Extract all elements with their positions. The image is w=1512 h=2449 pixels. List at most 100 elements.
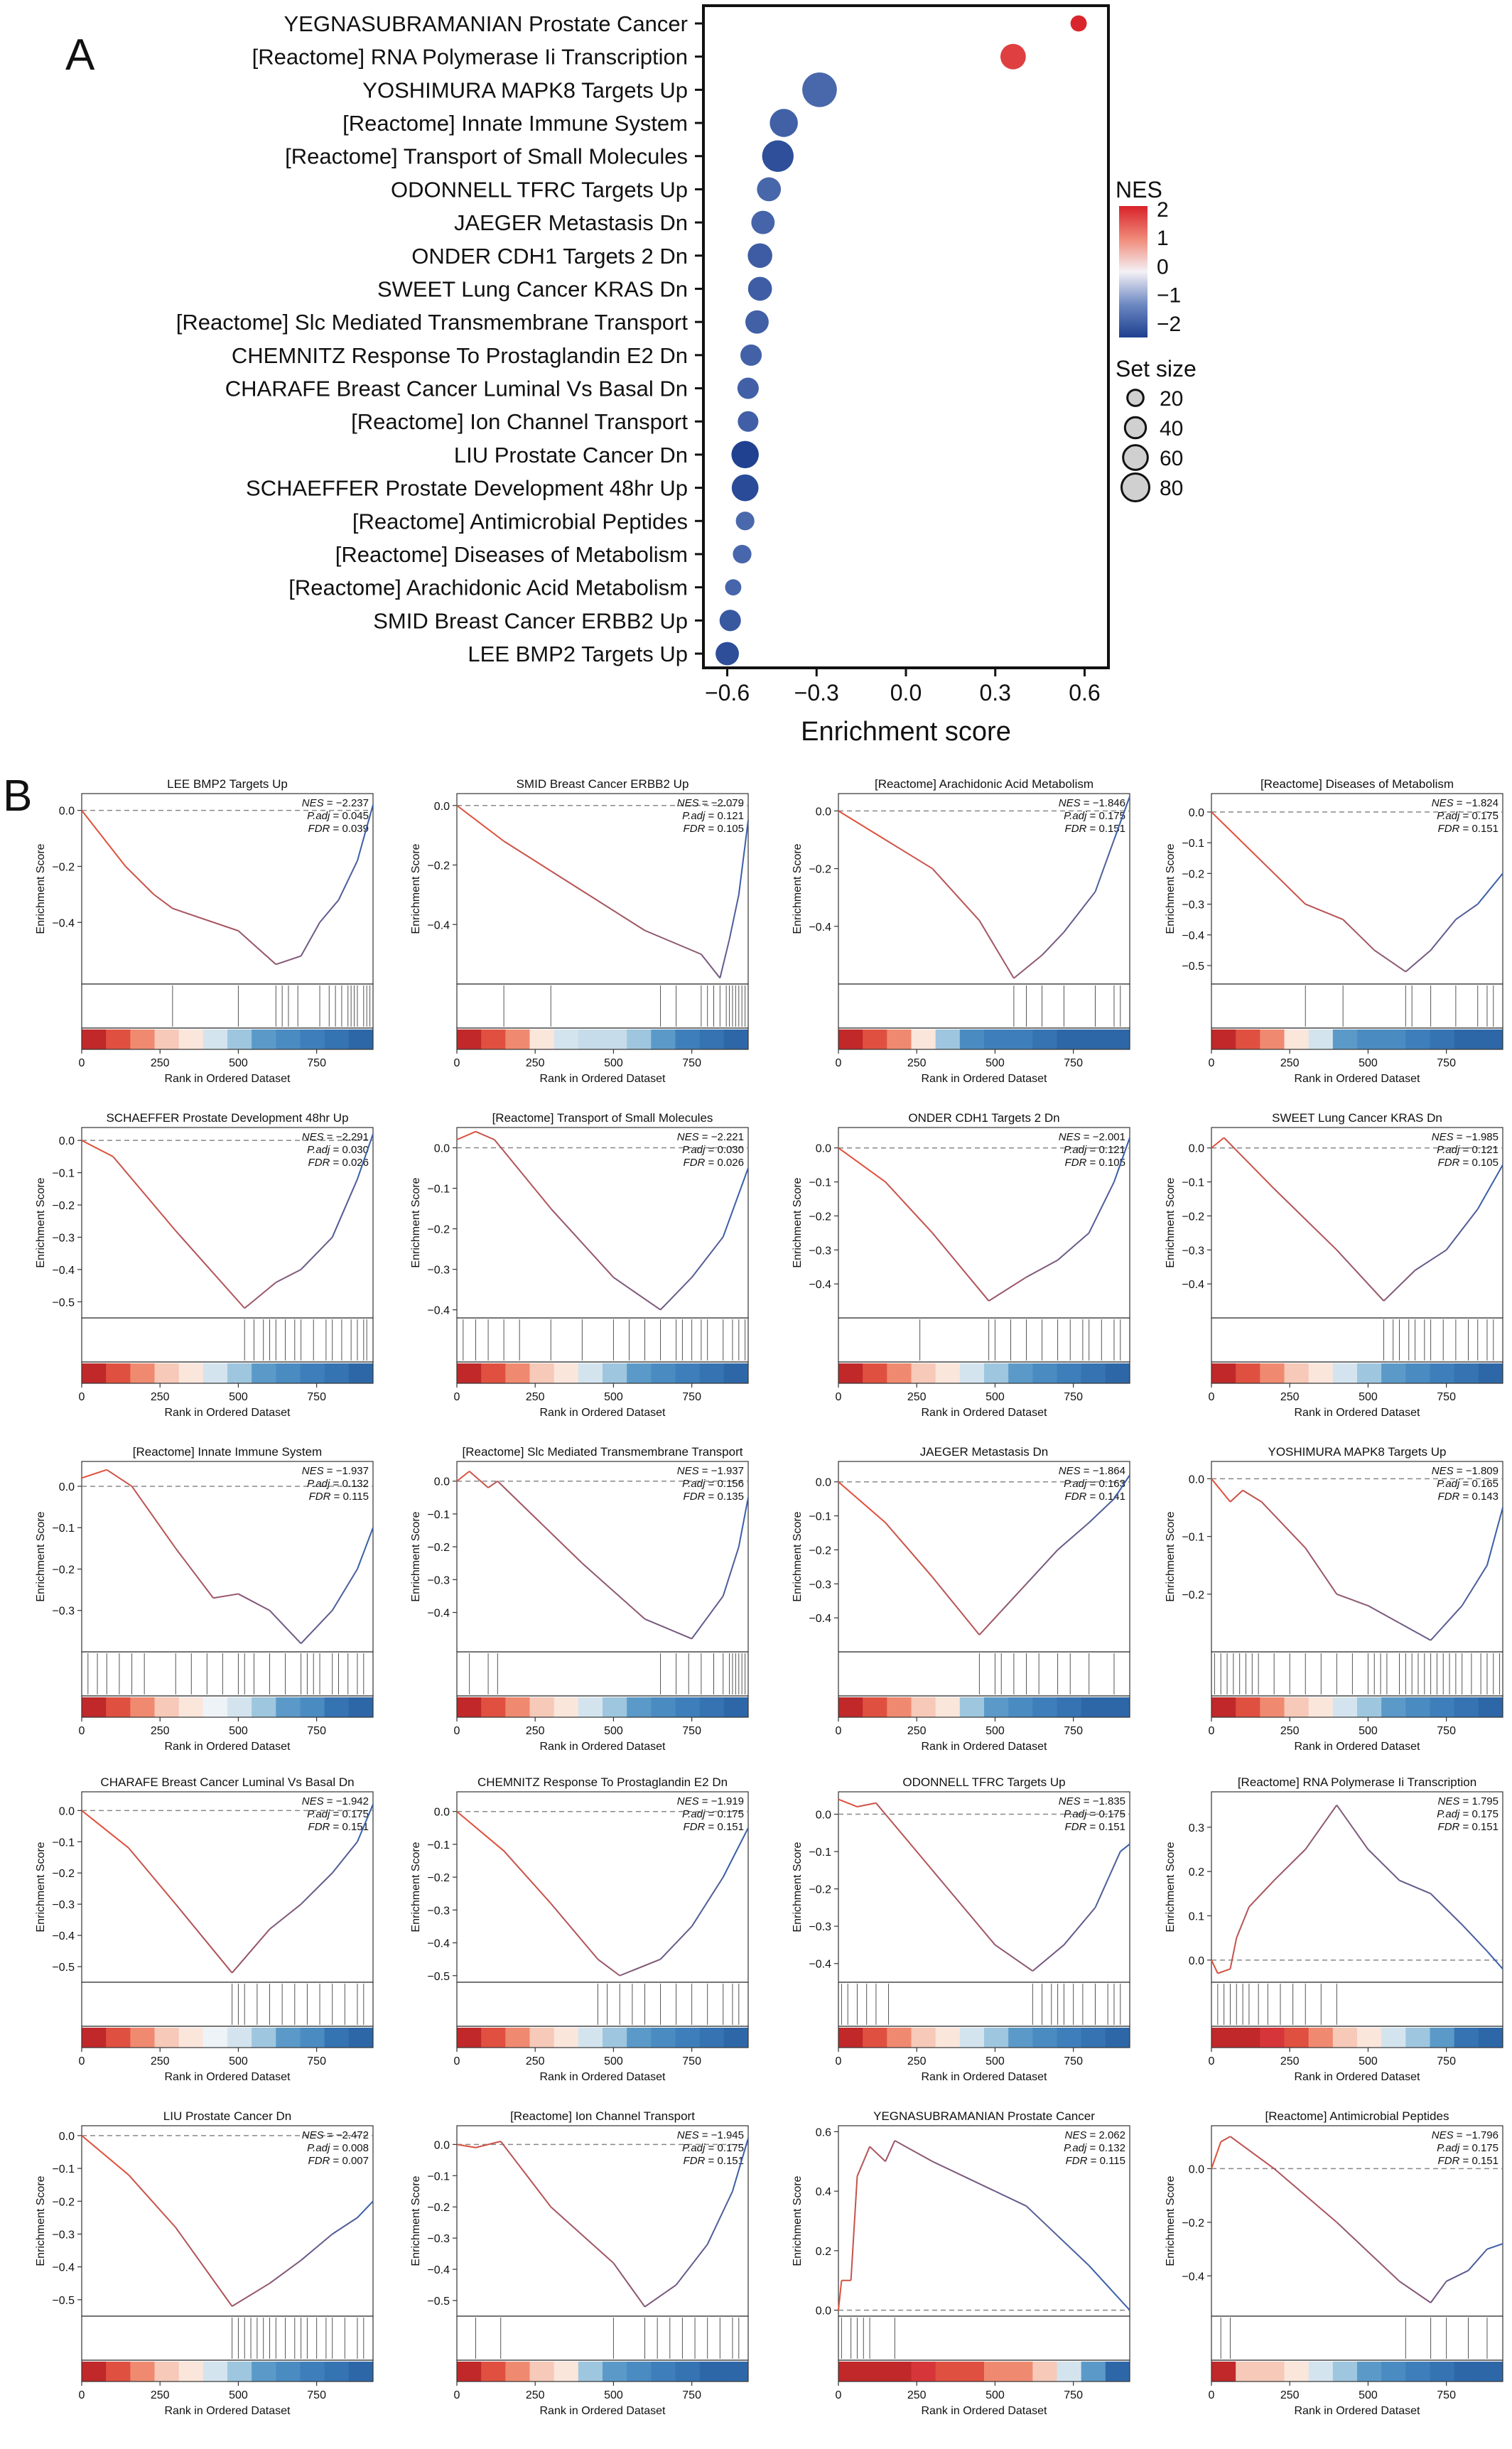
gsea-stat-padj: P.adj = 0.175 [1064,1808,1125,1820]
gsea-running-score-segment [1026,1259,1059,1278]
dot-point [719,610,741,632]
category-label: SMID Breast Cancer ERBB2 Up [373,608,688,633]
gsea-panel-svg: SCHAEFFER Prostate Development 48hr Up 0.… [35,1111,374,1419]
gsea-panel: [Reactome] Slc Mediated Transmembrane Tr… [375,1439,753,1774]
gsea-y-tick-label: 0.0 [1189,2163,1204,2175]
gsea-running-score-segment [644,2284,677,2308]
gsea-y-tick-label: 0.0 [816,806,831,818]
gsea-stat-nes: NES = −1.919 [677,1795,744,1807]
gsea-panel-title: LEE BMP2 Targets Up [167,777,288,791]
gsea-panel-title: ONDER CDH1 Targets 2 Dn [908,1111,1059,1125]
gsea-panel-svg: LEE BMP2 Targets Up 0.0 −0.2 −0.4 Enrichment… [35,777,374,1085]
gsea-stat-padj: P.adj = 0.175 [682,2142,744,2154]
gsea-x-tick-label: 0 [454,1725,460,1737]
gsea-running-score-segment [644,1618,693,1640]
gsea-y-tick-label: 0.0 [1189,1143,1204,1155]
gsea-rank-block [887,1029,912,1049]
gsea-rank-block [959,1029,985,1049]
gsea-rank-block [276,2028,301,2048]
gsea-rank-block [1211,1363,1236,1383]
gsea-stat-fdr: FDR = 0.151 [1065,823,1125,835]
dot-point [751,210,775,234]
gsea-rank-block [1032,2028,1057,2048]
gsea-y-tick-label: −0.5 [427,1971,450,1983]
gsea-rank-block [911,1697,936,1717]
gsea-x-tick-label: 0 [1209,2389,1215,2401]
gsea-rank-block [154,2028,180,2048]
gsea-y-tick-label: −0.4 [427,2264,450,2276]
gsea-running-score-segment [269,1610,302,1645]
gsea-rank-block [481,2028,506,2048]
gsea-rank-block [300,1697,325,1717]
gsea-x-tick-label: 0 [836,1391,842,1403]
gsea-rank-block [603,2028,627,2048]
category-label: [Reactome] Transport of Small Molecules [285,144,688,169]
gsea-rank-block [1211,1697,1236,1717]
gsea-running-score-segment [356,804,374,861]
category-label: YOSHIMURA MAPK8 Targets Up [362,77,688,102]
gsea-stat-fdr: FDR = 0.151 [1438,2155,1498,2167]
gsea-stat-padj: P.adj = 0.132 [307,1478,369,1490]
gsea-stat-padj: P.adj = 0.175 [1437,810,1498,822]
gsea-rank-block [1381,2362,1406,2382]
gsea-x-tick-label: 250 [151,2389,170,2401]
gsea-x-tick-label: 250 [1280,1391,1300,1403]
gsea-y-tick-label: −0.3 [52,1899,75,1911]
gsea-running-score-segment [475,2140,501,2148]
gsea-rank-block [276,2362,301,2382]
gsea-rank-block [1381,1697,1406,1717]
gsea-running-score-segment [644,929,702,956]
gsea-rank-block [300,2028,325,2048]
gsea-rank-block [1260,2362,1285,2382]
gsea-stat-fdr: FDR = 0.143 [1438,1491,1498,1503]
gsea-x-tick-label: 750 [682,2389,701,2401]
gsea-hit-frame [838,1651,1130,1697]
gsea-y-tick-label: −0.1 [809,1847,831,1859]
gsea-rank-frame [456,1695,749,1718]
gsea-rank-block [324,2028,350,2048]
gsea-running-score-segment [932,2161,964,2178]
gsea-x-tick-label: 750 [307,2055,326,2067]
gsea-stat-padj: P.adj = 0.045 [307,810,369,822]
gsea-x-axis-label: Rank in Ordered Dataset [540,1073,666,1085]
gsea-y-tick-label: −0.1 [1182,838,1204,850]
gsea-rank-block [1081,1697,1106,1717]
gsea-y-axis-label: Enrichment Score [792,843,804,934]
gsea-x-tick-label: 500 [229,1391,248,1403]
gsea-running-score-segment [932,867,981,921]
gsea-rank-block [1332,1029,1358,1049]
gsea-rank-block [911,1363,936,1383]
gsea-rank-block [154,2362,180,2382]
gsea-running-score-segment [456,1471,470,1482]
gsea-rank-block [1478,1697,1503,1717]
gsea-rank-block [178,1029,204,1049]
gsea-rank-block [1478,1363,1503,1383]
gsea-rank-block [252,1029,276,1049]
gsea-panel-title: [Reactome] Innate Immune System [133,1445,322,1459]
category-label: LIU Prostate Cancer Dn [454,443,688,467]
gsea-rank-block [348,1363,374,1383]
category-label: SCHAEFFER Prostate Development 48hr Up [246,476,688,501]
gsea-stat-fdr: FDR = 0.151 [684,2155,744,2167]
gsea-rank-block [82,2028,107,2048]
gsea-rank-block [863,1029,887,1049]
x-tick-label: −0.3 [794,680,839,705]
gsea-rank-block [723,1363,749,1383]
gsea-rank-block [1405,2362,1430,2382]
gsea-y-axis-label: Enrichment Score [1165,1177,1177,1267]
gsea-running-score-segment [869,2146,886,2162]
dot-point [1070,15,1087,32]
gsea-x-tick-label: 0 [836,2055,842,2067]
gsea-panel: CHARAFE Breast Cancer Luminal Vs Basal D… [0,1769,378,2104]
gsea-rank-block [887,2028,912,2048]
gsea-running-score-segment [1229,1489,1243,1503]
gsea-hit-frame [456,1982,749,2027]
gsea-rank-block [1478,2362,1503,2382]
gsea-y-tick-label: −0.4 [1182,2271,1204,2283]
gsea-y-tick-label: −0.4 [427,1305,450,1317]
gsea-x-tick-label: 500 [604,1057,623,1069]
legend-size-title: Set size [1116,356,1197,382]
gsea-running-score-segment [300,2233,333,2261]
gsea-y-tick-label: 0.0 [1189,1955,1204,1967]
gsea-stat-fdr: FDR = 0.026 [308,1157,369,1169]
